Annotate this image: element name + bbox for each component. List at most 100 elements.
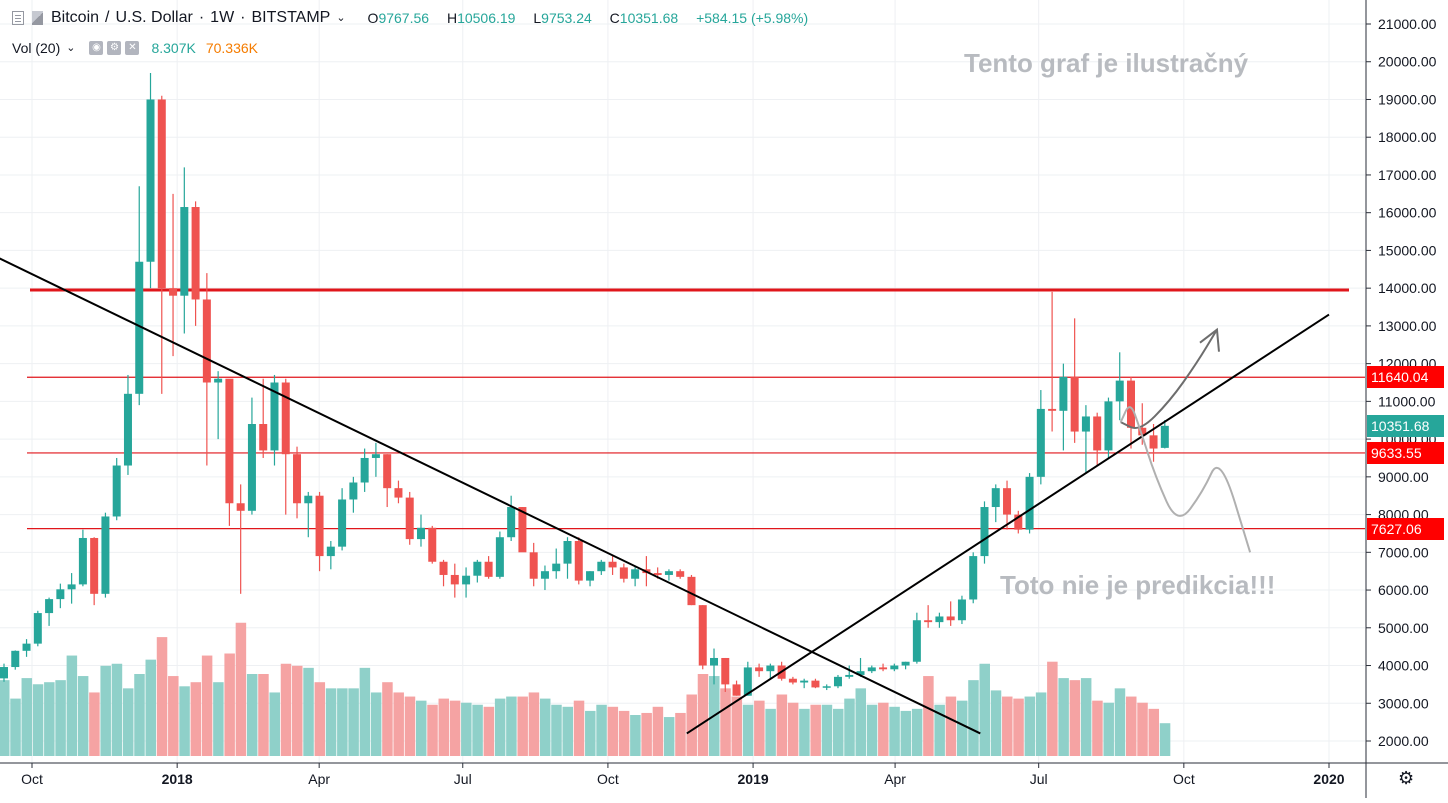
candle-body bbox=[338, 499, 347, 547]
volume-indicator-label[interactable]: Vol (20) bbox=[12, 40, 61, 56]
candle-body bbox=[563, 540, 572, 564]
candle-body bbox=[991, 488, 1000, 508]
volume-bar bbox=[663, 717, 675, 756]
change-value: +584.15 (+5.98%) bbox=[696, 10, 809, 26]
candle-body bbox=[0, 667, 8, 679]
exchange-label[interactable]: BITSTAMP bbox=[251, 9, 331, 26]
remove-indicator-icon[interactable]: ✕ bbox=[125, 41, 140, 55]
volume-bar bbox=[855, 688, 867, 756]
volume-bar bbox=[494, 698, 506, 756]
volume-bar bbox=[596, 704, 607, 756]
candle-body bbox=[766, 665, 775, 672]
volume-bar bbox=[44, 682, 55, 756]
volume-bar bbox=[1024, 696, 1036, 756]
time-tick-label: Apr bbox=[308, 771, 330, 787]
candle-body bbox=[574, 540, 583, 581]
settings-gear-icon[interactable]: ⚙ bbox=[107, 41, 122, 55]
volume-bar bbox=[179, 686, 190, 756]
price-tick-label: 16000.00 bbox=[1378, 205, 1437, 221]
price-tick-label: 7000.00 bbox=[1378, 544, 1429, 560]
candle-body bbox=[45, 599, 54, 614]
time-tick-label: Jul bbox=[454, 771, 472, 787]
level-price-tag: 9633.55 bbox=[1367, 441, 1444, 464]
volume-bar bbox=[359, 667, 371, 756]
candle-body bbox=[495, 537, 504, 577]
candle-body bbox=[473, 561, 482, 576]
price-tick-label: 9000.00 bbox=[1378, 469, 1429, 485]
exchange-separator: · bbox=[240, 9, 246, 26]
candle-body bbox=[1127, 380, 1135, 428]
candle-body bbox=[326, 546, 335, 557]
candle-body bbox=[653, 573, 662, 575]
candle-body bbox=[383, 454, 392, 489]
time-tick-label: Jul bbox=[1030, 771, 1048, 787]
close-key: C bbox=[609, 10, 620, 26]
volume-bar bbox=[923, 676, 934, 756]
bitstamp-logo-icon bbox=[32, 11, 43, 25]
price-tick-label: 19000.00 bbox=[1378, 91, 1437, 107]
collapse-legend-icon[interactable] bbox=[12, 11, 24, 25]
time-tick-label: Oct bbox=[1173, 771, 1195, 787]
volume-bar bbox=[562, 706, 573, 756]
candle-body bbox=[11, 650, 20, 668]
quote-currency[interactable]: U.S. Dollar bbox=[115, 9, 193, 26]
candle-body bbox=[169, 288, 178, 296]
volume-bar bbox=[415, 700, 427, 756]
candle-body bbox=[698, 605, 707, 666]
volume-bar bbox=[607, 706, 619, 756]
symbol-name[interactable]: Bitcoin bbox=[51, 9, 100, 26]
eye-icon[interactable]: ◉ bbox=[89, 41, 104, 55]
volume-bar bbox=[1002, 696, 1013, 756]
open-value: 9767.56 bbox=[378, 10, 430, 26]
price-tick-label: 3000.00 bbox=[1378, 695, 1429, 711]
interval-separator: · bbox=[198, 9, 205, 26]
volume-chevron-down-icon[interactable]: ⌄ bbox=[66, 41, 76, 54]
candle-body bbox=[1025, 476, 1034, 530]
chevron-down-icon[interactable]: ⌄ bbox=[336, 11, 346, 24]
volume-legend[interactable]: Vol (20) ⌄ ◉ ⚙ ✕ 8.307K 70.336K bbox=[12, 40, 258, 56]
candle-body bbox=[552, 563, 561, 572]
volume-bar bbox=[337, 688, 348, 756]
volume-bar bbox=[168, 676, 179, 756]
candle-body bbox=[405, 497, 414, 540]
interval-label[interactable]: 1W bbox=[210, 9, 235, 26]
volume-bar bbox=[528, 692, 540, 756]
volume-bar bbox=[832, 708, 844, 756]
volume-bar bbox=[246, 674, 258, 756]
level-price-tag: 11640.04 bbox=[1367, 366, 1444, 389]
high-key: H bbox=[446, 10, 458, 26]
candle-body bbox=[371, 454, 380, 458]
volume-bar bbox=[55, 680, 66, 756]
price-tick-label: 5000.00 bbox=[1378, 620, 1429, 636]
volume-bar bbox=[844, 698, 855, 756]
chart-settings-gear-icon[interactable]: ⚙ bbox=[1398, 768, 1415, 788]
symbol-legend[interactable]: Bitcoin / U.S. Dollar · 1W · BITSTAMP ⌄ … bbox=[12, 9, 808, 27]
volume-bar bbox=[348, 688, 359, 756]
volume-bar bbox=[889, 706, 900, 756]
price-tick-label: 20000.00 bbox=[1378, 54, 1437, 70]
candle-body bbox=[22, 643, 31, 651]
high-value: 10506.19 bbox=[457, 10, 516, 26]
candle-body bbox=[664, 571, 673, 575]
scenario-down-path bbox=[1119, 406, 1252, 553]
candle-body bbox=[811, 680, 820, 688]
price-tick-label: 4000.00 bbox=[1378, 658, 1429, 674]
price-tick-label: 14000.00 bbox=[1378, 280, 1437, 296]
candle-body bbox=[191, 207, 200, 300]
volume-bar bbox=[21, 678, 33, 756]
volume-bar bbox=[404, 696, 416, 756]
volume-bar bbox=[1047, 661, 1058, 756]
candle-body bbox=[833, 676, 842, 687]
volume-bar bbox=[630, 715, 641, 756]
volume-bar bbox=[258, 674, 269, 756]
candle-body bbox=[112, 465, 121, 517]
volume-bar bbox=[686, 694, 697, 756]
volume-bar bbox=[990, 690, 1002, 756]
candle-body bbox=[1093, 416, 1102, 451]
price-tick-label: 2000.00 bbox=[1378, 733, 1429, 749]
candle-body bbox=[90, 537, 99, 594]
candle-body bbox=[259, 424, 268, 451]
candle-body bbox=[101, 516, 110, 594]
